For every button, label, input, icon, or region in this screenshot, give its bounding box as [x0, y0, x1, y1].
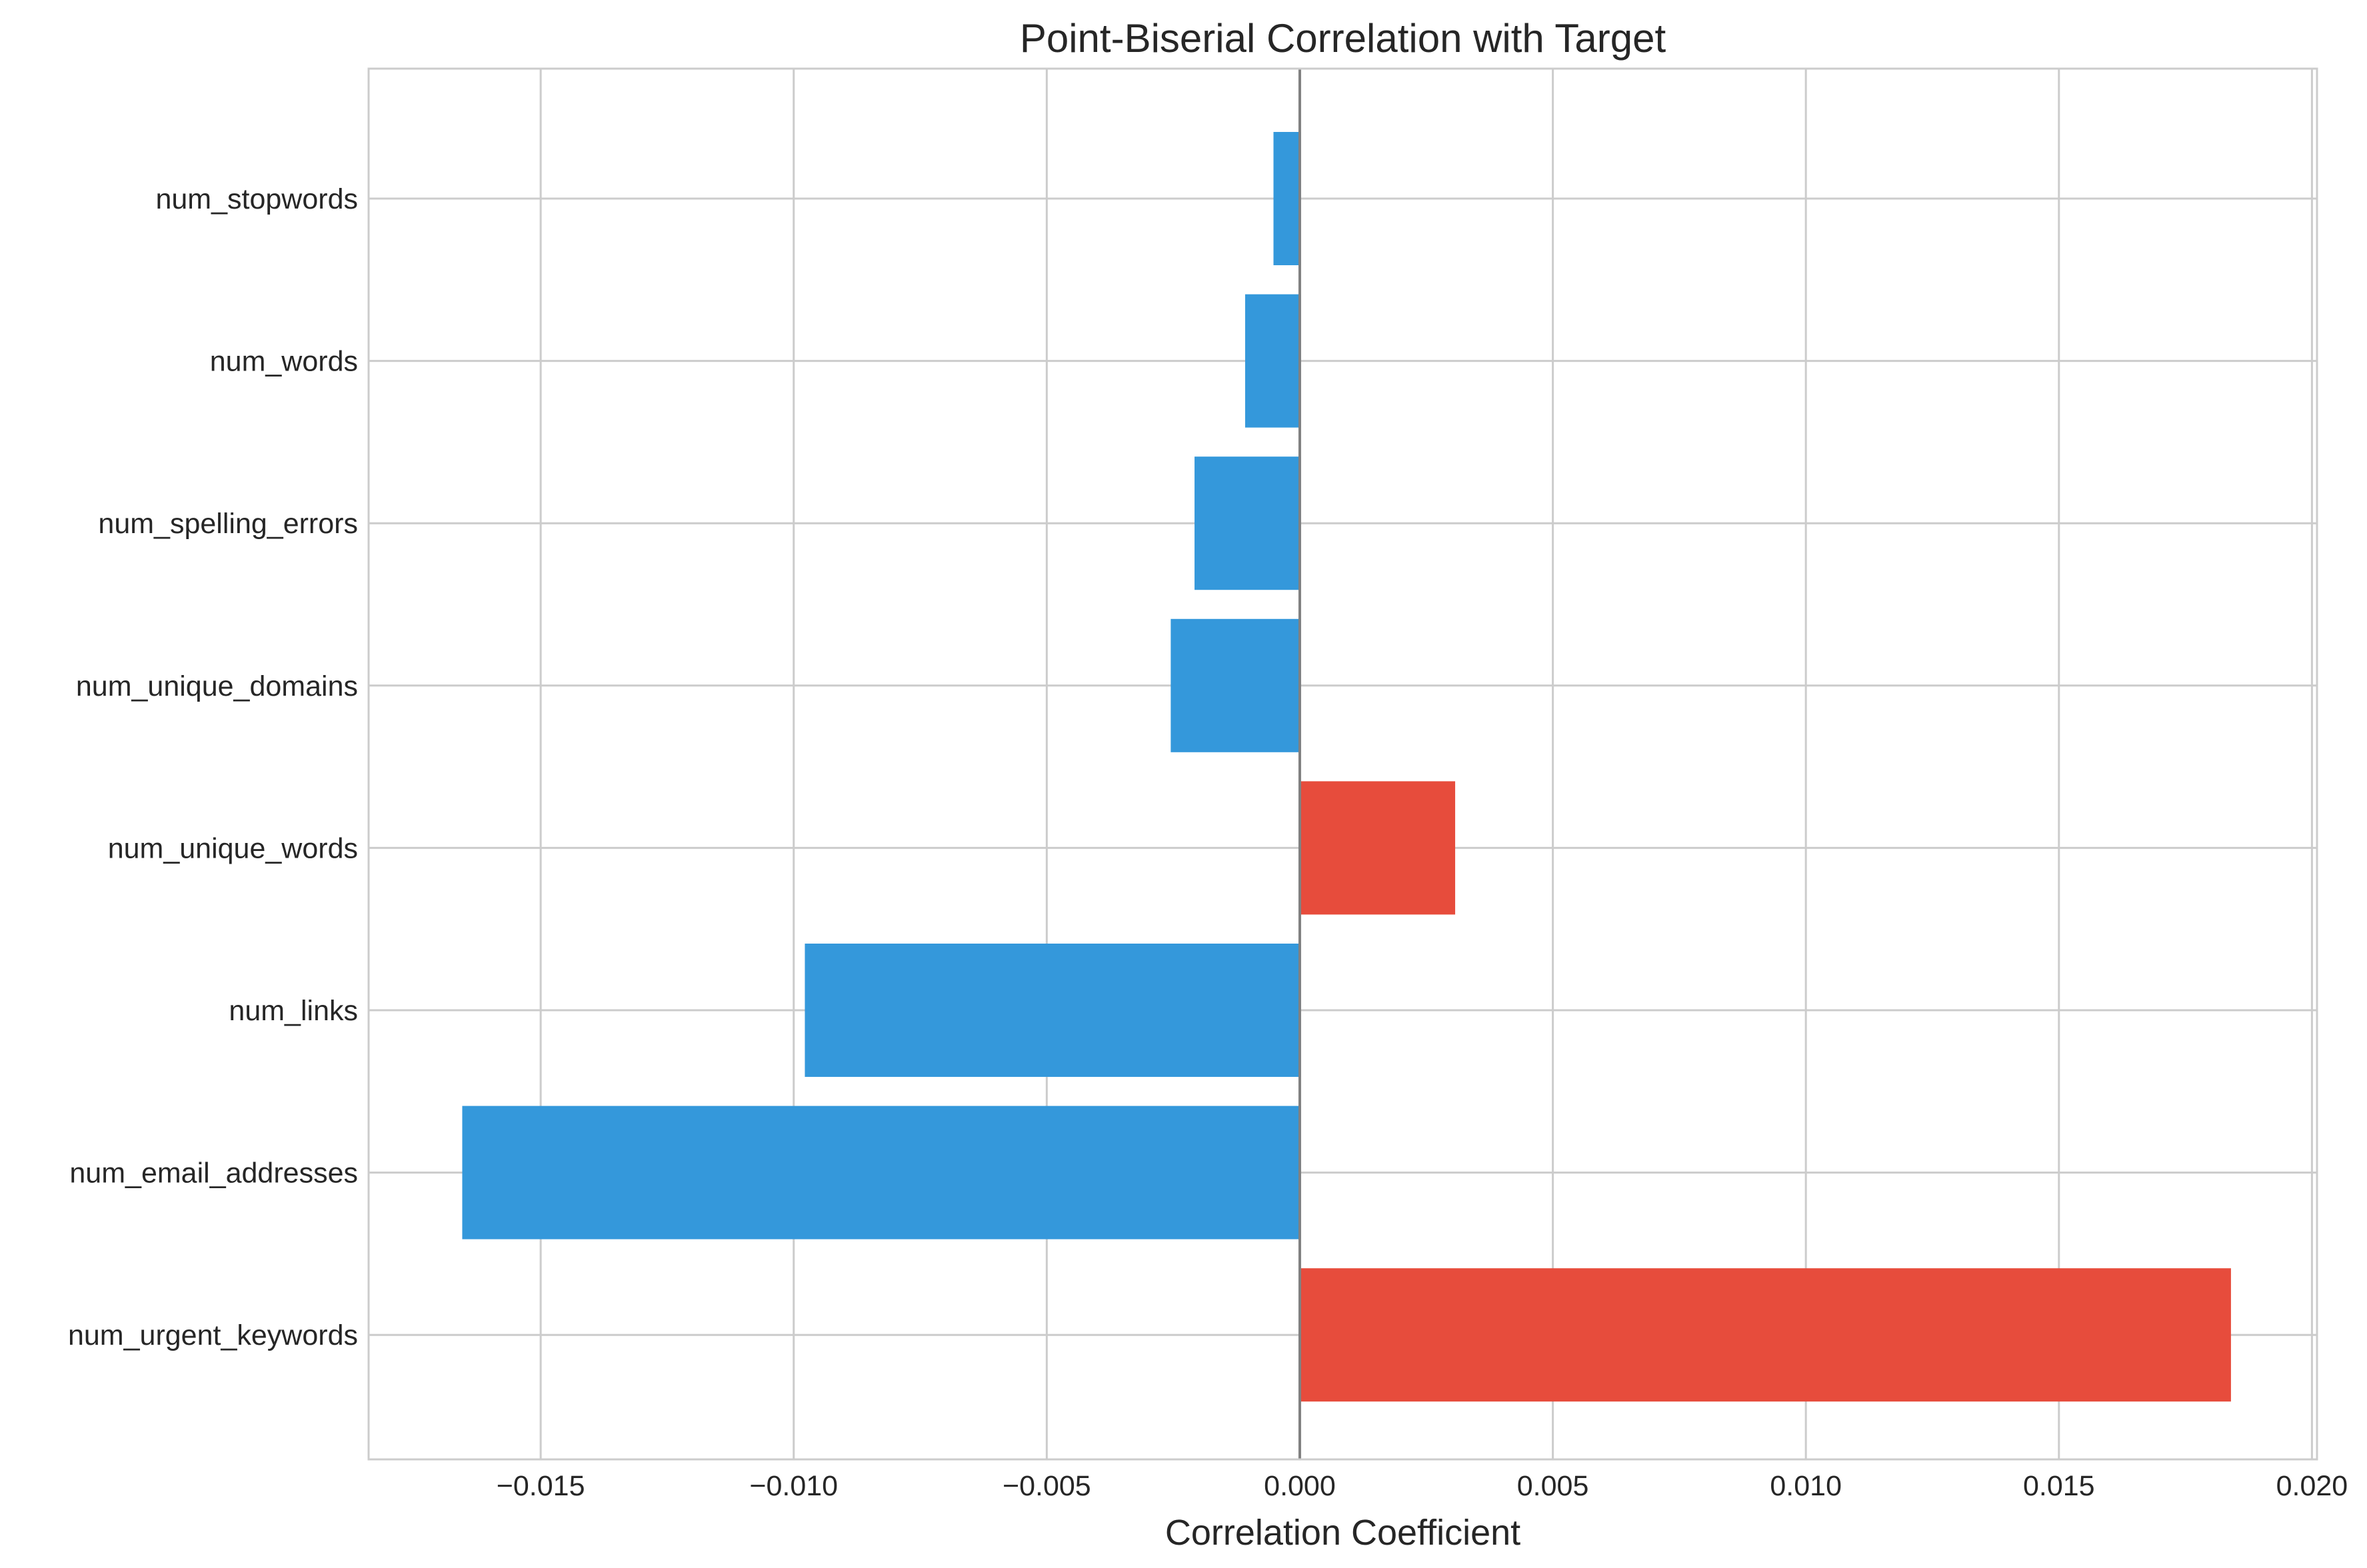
y-tick-label: num_stopwords [155, 183, 358, 215]
y-tick-label: num_unique_domains [76, 670, 358, 702]
y-tick-label: num_unique_words [108, 832, 358, 864]
y-tick-label: num_links [229, 995, 358, 1027]
chart-title: Point-Biserial Correlation with Target [1020, 16, 1666, 61]
plot-frame [367, 67, 2318, 1461]
bars [462, 132, 2231, 1402]
grid-lines [369, 69, 2317, 1459]
x-tick-label: 0.010 [1770, 1470, 1842, 1502]
bar-num-stopwords [1273, 132, 1300, 265]
bar-num-links [805, 944, 1300, 1077]
bar-num-urgent-keywords [1299, 1268, 2231, 1402]
x-tick-label: −0.010 [749, 1470, 838, 1502]
y-tick-labels: num_stopwords num_words num_spelling_error… [68, 183, 358, 1351]
x-tick-labels: −0.015 −0.010 −0.005 0.000 0.005 0.010 0.015 0.… [497, 1470, 2348, 1502]
x-tick-label: −0.015 [497, 1470, 585, 1502]
bar-num-spelling-errors [1194, 456, 1300, 590]
x-tick-label: −0.005 [1003, 1470, 1091, 1502]
x-tick-label: 0.000 [1264, 1470, 1336, 1502]
bar-num-words [1244, 294, 1300, 428]
y-tick-label: num_spelling_errors [98, 508, 358, 540]
x-tick-label: 0.020 [2276, 1470, 2348, 1502]
bar-num-unique-domains [1171, 618, 1300, 752]
y-tick-label: num_email_addresses [69, 1158, 358, 1189]
bar-num-unique-words [1299, 781, 1456, 915]
x-tick-label: 0.005 [1517, 1470, 1589, 1502]
bar-num-email-addresses [462, 1106, 1300, 1239]
y-tick-label: num_urgent_keywords [68, 1319, 358, 1351]
x-axis-label: Correlation Coefficient [1165, 1513, 1520, 1553]
x-tick-label: 0.015 [2023, 1470, 2095, 1502]
y-tick-label: num_words [210, 346, 358, 378]
